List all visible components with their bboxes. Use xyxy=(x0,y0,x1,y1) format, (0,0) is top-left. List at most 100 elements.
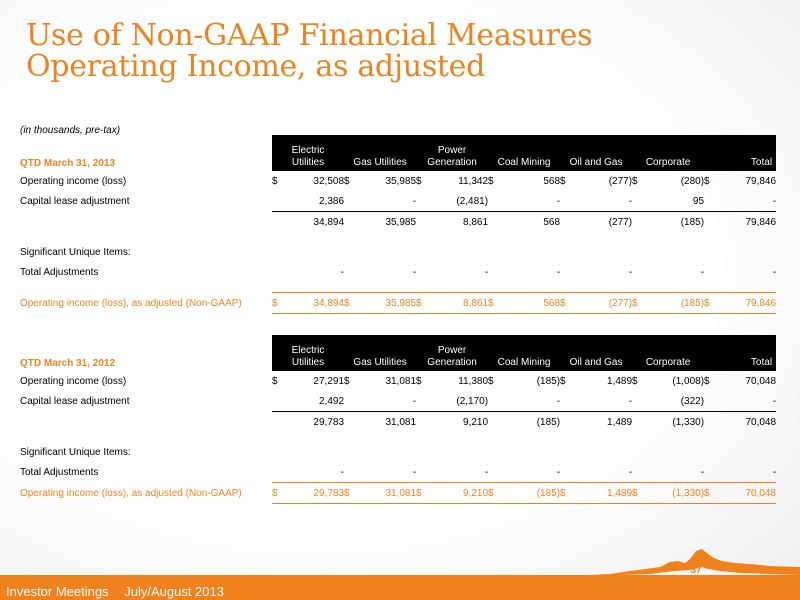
cell-value: - xyxy=(700,266,705,278)
cell-value: (280) xyxy=(680,175,705,187)
column-header-coal-mining: Coal Mining xyxy=(488,335,561,371)
row-label: Significant Unique Items: xyxy=(20,446,131,458)
cell-value: - xyxy=(340,266,345,278)
period-label: QTD March 31, 2012 xyxy=(20,358,116,369)
row-label: Operating income (loss), as adjusted (No… xyxy=(20,487,242,499)
cell-value: - xyxy=(412,266,417,278)
cell-value: - xyxy=(772,266,777,278)
cell-value: 31,081 xyxy=(385,375,417,387)
row-label: Operating income (loss) xyxy=(20,375,127,387)
mountain-logo-icon xyxy=(590,549,800,575)
footer-date: July/August 2013 xyxy=(124,584,224,599)
row-significant-unique-items: Significant Unique Items: xyxy=(20,242,776,262)
cell-value: 8,861 xyxy=(463,216,489,228)
cell-value: - xyxy=(502,391,561,412)
cell-value: 568 xyxy=(543,216,561,228)
cell-value: (185) xyxy=(536,416,561,428)
dollar-sign: $ xyxy=(272,292,286,314)
row-label: Operating income (loss), as adjusted (No… xyxy=(20,297,242,309)
dollar-sign: $ xyxy=(632,375,638,387)
cell-value: (185) xyxy=(536,375,561,387)
cell-value: - xyxy=(484,466,489,478)
dollar-sign: $ xyxy=(704,292,719,314)
column-header-electric-utilities: Electric Utilities xyxy=(272,135,345,171)
cell-value: 31,081 xyxy=(358,482,417,504)
dollar-sign: $ xyxy=(632,175,638,187)
cell-value: - xyxy=(340,466,345,478)
column-header-total: Total xyxy=(704,135,777,171)
cell-value: (277) xyxy=(608,175,633,187)
dollar-sign: $ xyxy=(272,375,278,387)
dollar-sign: $ xyxy=(488,175,494,187)
cell-value: 9,210 xyxy=(463,416,489,428)
cell-value: 1,489 xyxy=(607,375,633,387)
cell-value: 11,342 xyxy=(458,175,489,187)
dollar-sign: $ xyxy=(416,292,431,314)
row-label: Capital lease adjustment xyxy=(20,395,130,407)
cell-value: 34,894 xyxy=(286,292,345,314)
row-label: Significant Unique Items: xyxy=(20,246,131,258)
row-capital-lease-adjustment: Capital lease adjustment 2,492 - (2,170)… xyxy=(20,391,777,412)
financial-table-2013: QTD March 31, 2013 Electric Utilities Gas… xyxy=(20,135,777,314)
cell-value: (2,170) xyxy=(430,391,489,412)
row-significant-unique-items: Significant Unique Items: xyxy=(20,442,776,462)
dollar-sign: $ xyxy=(704,482,719,504)
cell-value: - xyxy=(502,191,561,212)
dollar-sign: $ xyxy=(416,482,431,504)
cell-value: 9,210 xyxy=(430,482,489,504)
dollar-sign: $ xyxy=(344,175,350,187)
cell-value: 11,380 xyxy=(458,375,489,387)
column-header-electric-utilities: Electric Utilities xyxy=(272,335,345,371)
footer-event: Investor Meetings xyxy=(6,584,109,599)
cell-value: - xyxy=(358,191,417,212)
period-label: QTD March 31, 2013 xyxy=(20,158,116,169)
slide-title-line-1: Use of Non-GAAP Financial Measures xyxy=(26,18,593,53)
table-header-row: QTD March 31, 2013 Electric Utilities Gas… xyxy=(20,135,777,171)
cell-value: 568 xyxy=(543,175,561,187)
column-header-coal-mining: Coal Mining xyxy=(488,135,561,171)
row-label: Total Adjustments xyxy=(20,266,99,278)
column-header-total: Total xyxy=(704,335,777,371)
footer-bar xyxy=(0,575,800,600)
cell-value: (277) xyxy=(608,216,633,228)
dollar-sign: $ xyxy=(344,375,350,387)
cell-value: - xyxy=(628,466,633,478)
cell-value: - xyxy=(718,191,777,212)
cell-value: - xyxy=(574,391,633,412)
slide-title-line-2: Operating Income, as adjusted xyxy=(26,49,486,84)
cell-value: 29,783 xyxy=(286,482,345,504)
slide-title: Use of Non-GAAP Financial Measures Opera… xyxy=(26,20,592,82)
cell-value: (185) xyxy=(680,216,705,228)
cell-value: - xyxy=(700,466,705,478)
cell-value: 35,985 xyxy=(385,175,417,187)
footer: Investor Meetings July/August 2013 xyxy=(6,584,236,599)
column-header-oil-and-gas: Oil and Gas xyxy=(560,335,633,371)
cell-value: - xyxy=(556,466,561,478)
row-label: Operating income (loss) xyxy=(20,175,127,187)
units-note: (in thousands, pre-tax) xyxy=(20,125,121,136)
column-header-oil-and-gas: Oil and Gas xyxy=(560,135,633,171)
column-header-gas-utilities: Gas Utilities xyxy=(344,135,417,171)
cell-value: (277) xyxy=(574,292,633,314)
cell-value: (1,008) xyxy=(672,375,705,387)
cell-value: 2,386 xyxy=(286,191,345,212)
column-header-power-generation: Power Generation xyxy=(416,335,489,371)
row-label: Total Adjustments xyxy=(20,466,99,478)
cell-value: 32,508 xyxy=(313,175,345,187)
cell-value: 95 xyxy=(646,191,705,212)
cell-value: 1,489 xyxy=(607,416,633,428)
row-operating-income-adjusted: Operating income (loss), as adjusted (No… xyxy=(20,292,777,314)
dollar-sign: $ xyxy=(344,292,359,314)
dollar-sign: $ xyxy=(560,482,575,504)
row-capital-lease-adjustment: Capital lease adjustment 2,386 - (2,481)… xyxy=(20,191,777,212)
row-operating-income: Operating income (loss) $32,508 $35,985 … xyxy=(20,171,776,191)
financial-table-2012: QTD March 31, 2012 Electric Utilities Gas… xyxy=(20,335,777,504)
page-number: 37 xyxy=(690,565,702,576)
cell-value: 1,489 xyxy=(574,482,633,504)
cell-value: 70,048 xyxy=(718,482,777,504)
cell-value: 79,846 xyxy=(718,292,777,314)
column-header-power-generation: Power Generation xyxy=(416,135,489,171)
row-operating-income: Operating income (loss) $27,291 $31,081 … xyxy=(20,371,776,391)
dollar-sign: $ xyxy=(560,175,566,187)
dollar-sign: $ xyxy=(272,175,278,187)
